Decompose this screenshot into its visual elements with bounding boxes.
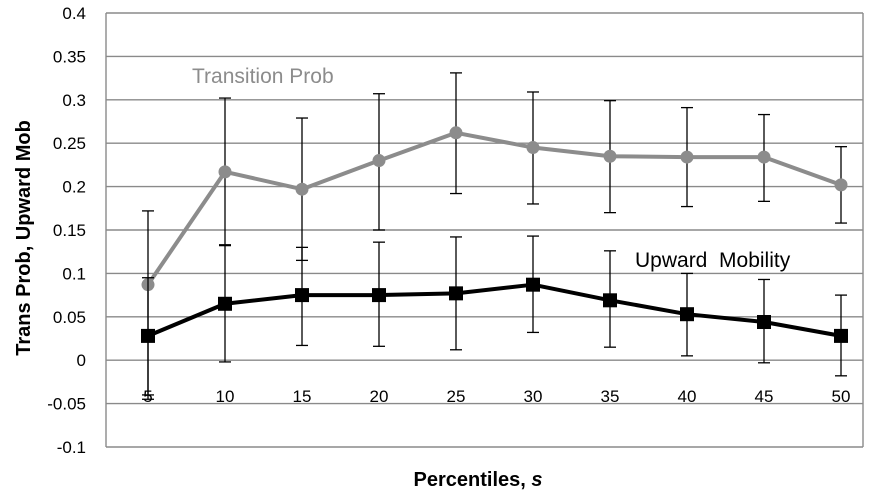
y-tick-labels: -0.1 -0.05 0 0.05 0.1 0.15 0.2 0.25 0.3 0.35 0.4 <box>47 4 86 457</box>
x-axis-title: Percentiles, s <box>414 469 543 491</box>
data-point-1-0 <box>141 328 155 343</box>
x-tick-label-7: 40 <box>678 387 697 406</box>
y-axis-title: Trans Prob, Upward Mob <box>13 120 35 356</box>
x-tick-label-2: 15 <box>293 387 312 406</box>
series-0 <box>141 72 848 400</box>
x-tick-label-3: 20 <box>370 387 389 406</box>
series-line-0 <box>146 130 842 286</box>
y-tick-label-2: 0 <box>77 351 86 370</box>
y-tick-label-1: -0.05 <box>47 395 86 414</box>
x-axis-title-variable: s <box>531 469 542 491</box>
data-point-0-1 <box>218 165 232 179</box>
data-point-0-2 <box>295 182 309 196</box>
x-tick-label-8: 45 <box>755 387 774 406</box>
y-tick-label-6: 0.2 <box>62 178 86 197</box>
y-tick-label-5: 0.15 <box>53 221 86 240</box>
data-point-1-2 <box>295 288 309 303</box>
y-tick-label-3: 0.05 <box>53 308 86 327</box>
y-tick-label-9: 0.35 <box>53 47 86 66</box>
data-point-1-9 <box>834 328 848 343</box>
y-tick-label-8: 0.3 <box>62 91 86 110</box>
y-tick-label-7: 0.25 <box>53 134 86 153</box>
x-tick-label-5: 30 <box>524 387 543 406</box>
data-point-0-4 <box>449 126 463 140</box>
series-label-transition-prob: Transition Prob <box>192 65 334 88</box>
series-group <box>141 72 848 400</box>
data-point-0-9 <box>834 178 848 192</box>
data-point-1-4 <box>449 286 463 301</box>
x-tick-label-9: 50 <box>832 387 851 406</box>
data-point-0-7 <box>680 150 694 164</box>
series-1 <box>141 235 848 396</box>
data-point-1-1 <box>218 296 232 311</box>
y-tick-label-4: 0.1 <box>62 264 86 283</box>
x-tick-label-1: 10 <box>216 387 235 406</box>
gridlines <box>105 12 864 448</box>
series-label-upward-mobility: Upward Mobility <box>635 249 791 272</box>
data-point-0-3 <box>372 154 386 168</box>
data-point-0-5 <box>526 141 540 155</box>
y-tick-label-10: 0.4 <box>62 4 86 23</box>
data-point-0-6 <box>603 149 617 163</box>
data-point-1-5 <box>526 277 540 292</box>
data-point-0-8 <box>757 150 771 164</box>
data-point-1-8 <box>757 315 771 330</box>
x-tick-label-6: 35 <box>601 387 620 406</box>
data-point-1-7 <box>680 307 694 322</box>
x-tick-label-4: 25 <box>447 387 466 406</box>
series-line-1 <box>147 282 842 338</box>
data-point-1-6 <box>603 293 617 308</box>
series-labels: Transition Prob Upward Mobility <box>192 65 791 272</box>
y-tick-label-0: -0.1 <box>57 438 86 457</box>
data-point-1-3 <box>372 288 386 303</box>
x-axis-title-text: Percentiles, <box>414 469 532 491</box>
